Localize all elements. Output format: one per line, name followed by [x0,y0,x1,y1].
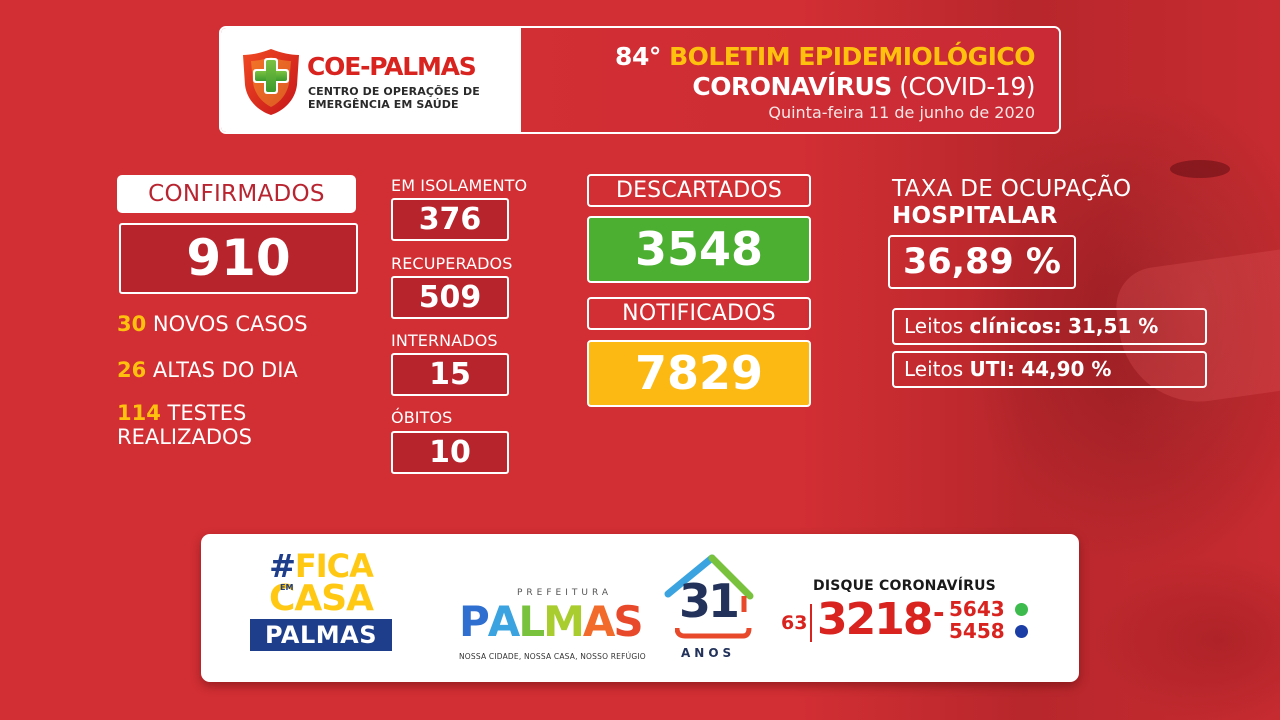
background-person-eye [1170,160,1230,178]
deaths-value: 10 [391,431,509,474]
casa-word: CASA [268,578,374,619]
palmas-letter: P [459,597,490,646]
palmas-letter: A [487,597,520,646]
prefeitura-label: PREFEITURA [517,588,613,598]
tests-stat: 114 TESTES REALIZADOS [117,401,252,449]
logo-title: COE-PALMAS [307,52,477,81]
bulletin-title: 84° BOLETIM EPIDEMIOLÓGICO [521,42,1035,72]
discharges-value: 26 [117,358,147,382]
descartados-label: DESCARTADOS [587,174,811,207]
palmas-letter: A [582,597,615,646]
icu-beds-value: 44,90 % [1021,357,1112,381]
coe-palmas-logo: COE-PALMAS CENTRO DE OPERAÇÕES DE EMERGÊ… [221,28,521,132]
isolation-value: 376 [391,198,509,241]
recovered-value: 509 [391,276,509,319]
confirmados-value: 910 [119,223,358,294]
whatsapp-icon [1015,603,1028,616]
notificados-value: 7829 [587,340,811,407]
new-cases-value: 30 [117,312,147,336]
phone-suffix-whatsapp: 5643 [949,597,1005,621]
fica-line: #FICA [250,550,392,582]
disease-name: CORONAVÍRUS [692,72,892,101]
occupancy-rate: 36,89 % [888,235,1076,289]
bulletin-number: 84° [615,42,661,71]
em-word: EM [280,583,294,592]
logo-subtitle-line2: EMERGÊNCIA EM SAÚDE [308,98,459,111]
notificados-label: NOTIFICADOS [587,297,811,330]
disease-title: CORONAVÍRUS (COVID-19) [521,72,1035,102]
icu-beds-stat: Leitos UTI: 44,90 % [892,351,1207,388]
icu-beds-label: UTI: [969,357,1015,381]
fica-word: FICA [294,547,374,585]
hashtag-symbol: # [269,547,296,585]
logo-subtitle-line1: CENTRO DE OPERAÇÕES DE [308,85,480,98]
anniversary-number: 31 [679,574,740,628]
anniversary-label: ANOS [681,646,736,660]
disease-code: (COVID-19) [899,72,1035,101]
hotline-title: DISQUE CORONAVÍRUS [813,578,996,594]
occupancy-title-line2: HOSPITALAR [892,203,1058,229]
clinical-beds-stat: Leitos clínicos: 31,51 % [892,308,1207,345]
prefeitura-palmas-logo: PREFEITURA PALMAS NOSSA CIDADE, NOSSA CA… [459,546,759,671]
city-slogan: NOSSA CIDADE, NOSSA CASA, NOSSO REFÚGIO [459,652,646,661]
house-base-icon [675,627,752,639]
phone-icon [1015,625,1028,638]
house-roof-icon [664,554,754,612]
area-code: 63 [781,612,808,634]
discharges-label: ALTAS DO DIA [152,358,298,382]
phone-dash: - [933,596,945,629]
new-cases-stat: 30 NOVOS CASOS [117,312,308,336]
bulletin-name: BOLETIM EPIDEMIOLÓGICO [669,42,1035,71]
phone-prefix: 3218 [817,594,933,645]
background-person-photo [1080,0,1280,720]
clinical-beds-value: 31,51 % [1068,314,1159,338]
palmas-letter: M [543,597,585,646]
clinical-beds-prefix: Leitos [904,314,964,338]
discharges-stat: 26 ALTAS DO DIA [117,358,298,382]
isolation-label: EM ISOLAMENTO [391,176,528,195]
palmas-wordmark: PALMAS [459,597,644,646]
new-cases-label: NOVOS CASOS [152,312,308,336]
logo-subtitle: CENTRO DE OPERAÇÕES DE EMERGÊNCIA EM SAÚ… [308,85,480,111]
phone-suffix-phone: 5458 [949,619,1005,643]
shield-cross-icon [243,49,299,115]
fica-em-casa-logo: #FICA EM CASA PALMAS [250,550,392,651]
deaths-label: ÓBITOS [391,408,453,427]
bulletin-title-block: 84° BOLETIM EPIDEMIOLÓGICO CORONAVÍRUS (… [521,28,1059,132]
palmas-banner: PALMAS [250,619,392,651]
icu-beds-prefix: Leitos [904,357,964,381]
tests-label-line2: REALIZADOS [117,425,252,449]
descartados-value: 3548 [587,216,811,283]
tests-label-line1: TESTES [167,401,247,425]
hospitalized-label: INTERNADOS [391,331,498,350]
area-code-divider [810,604,812,642]
recovered-label: RECUPERADOS [391,254,513,273]
footer-banner: #FICA EM CASA PALMAS PREFEITURA PALMAS N… [201,534,1079,682]
confirmados-label: CONFIRMADOS [117,175,356,213]
occupancy-title-line1: TAXA DE OCUPAÇÃO [892,176,1132,202]
clinical-beds-label: clínicos: [969,314,1062,338]
bulletin-header: COE-PALMAS CENTRO DE OPERAÇÕES DE EMERGÊ… [219,26,1061,134]
hospitalized-value: 15 [391,353,509,396]
bulletin-date: Quinta-feira 11 de junho de 2020 [768,103,1035,122]
palmas-letter: L [518,597,545,646]
palmas-letter: S [613,597,643,646]
tests-value: 114 [117,401,161,425]
occupancy-title: TAXA DE OCUPAÇÃO HOSPITALAR [892,176,1131,230]
